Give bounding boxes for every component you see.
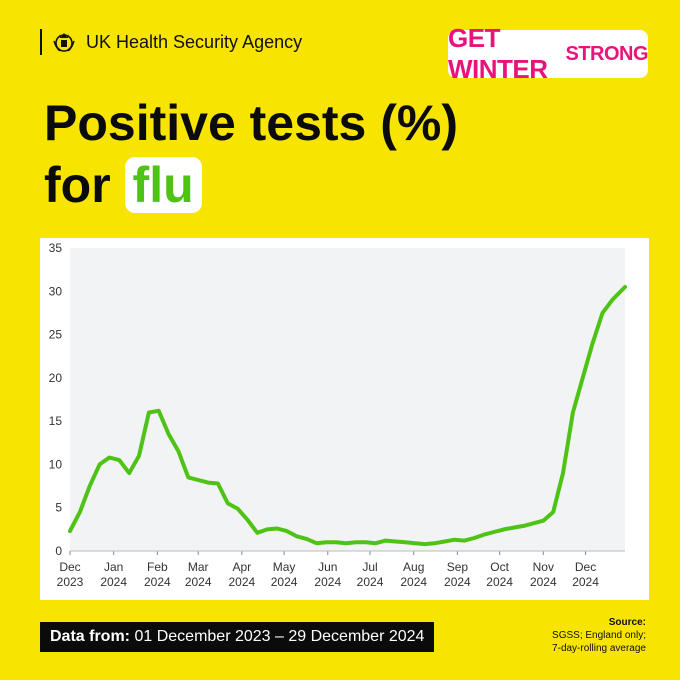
x-tick-label-month: Jun xyxy=(318,560,337,574)
campaign-main: GET WINTER xyxy=(448,23,548,84)
data-range-label: Data from: xyxy=(50,628,131,645)
title-highlight: flu xyxy=(124,157,202,213)
royal-crest-icon xyxy=(53,33,75,52)
x-tick-label-month: Feb xyxy=(147,560,168,574)
x-tick-label-month: Aug xyxy=(403,560,424,574)
plot-area xyxy=(70,248,625,551)
x-tick-label-year: 2024 xyxy=(486,575,513,589)
y-tick-label: 15 xyxy=(49,414,63,428)
y-tick-label: 0 xyxy=(55,544,62,558)
line-chart: 05101520253035Dec2023Jan2024Feb2024Mar20… xyxy=(49,241,627,589)
x-tick-label-year: 2024 xyxy=(144,575,171,589)
x-tick-label-year: 2024 xyxy=(314,575,341,589)
x-tick-label-month: Apr xyxy=(233,560,252,574)
x-tick-label-month: Dec xyxy=(59,560,80,574)
x-tick-label-month: Nov xyxy=(533,560,554,574)
x-tick-label-year: 2024 xyxy=(357,575,384,589)
x-tick-label-month: Jan xyxy=(104,560,123,574)
x-tick-label-year: 2024 xyxy=(185,575,212,589)
campaign-badge: GET WINTER STRONG xyxy=(448,23,648,84)
x-tick-label-year: 2024 xyxy=(572,575,599,589)
x-tick-label-year: 2024 xyxy=(400,575,427,589)
x-tick-label-year: 2024 xyxy=(271,575,298,589)
source-line-1: SGSS; England only; xyxy=(552,630,646,641)
source-line-2: 7-day-rolling average xyxy=(552,643,646,654)
source-note: Source: SGSS; England only; 7-day-rollin… xyxy=(446,616,646,655)
x-tick-label-year: 2024 xyxy=(229,575,256,589)
source-label: Source: xyxy=(608,617,646,628)
x-tick-label-year: 2024 xyxy=(100,575,127,589)
data-range-banner: Data from: 01 December 2023 – 29 Decembe… xyxy=(40,622,435,652)
chart-panel: 0 5 10 15 20 25 30 35 Dec 2023 Jan 2024 Feb 2024 Mar 20… xyxy=(40,238,649,600)
title-line-1: Positive tests (%) xyxy=(44,95,459,151)
x-tick-label-month: May xyxy=(273,560,296,574)
x-tick-label-year: 2023 xyxy=(57,575,84,589)
y-tick-label: 20 xyxy=(49,371,63,385)
data-range-value: 01 December 2023 – 29 December 2024 xyxy=(134,628,425,645)
agency-brand: UK Health Security Agency xyxy=(40,28,302,56)
y-tick-label: 30 xyxy=(49,284,63,298)
page-title: Positive tests (%) for flu xyxy=(44,92,458,216)
title-line-2: for flu xyxy=(44,154,458,216)
series-line-flu-positivity xyxy=(68,285,627,547)
x-tick-label-month: Jul xyxy=(362,560,377,574)
x-tick-label-year: 2024 xyxy=(444,575,471,589)
x-tick-label-month: Oct xyxy=(490,560,509,574)
campaign-small: STRONG xyxy=(565,42,648,65)
y-tick-label: 10 xyxy=(49,457,63,471)
x-tick-label-month: Dec xyxy=(575,560,596,574)
x-tick-label-month: Sep xyxy=(447,560,469,574)
y-tick-label: 35 xyxy=(49,241,63,255)
y-tick-label: 5 xyxy=(55,501,62,515)
x-tick-label-month: Mar xyxy=(188,560,209,574)
y-tick-label: 25 xyxy=(49,328,63,342)
title-prefix: for xyxy=(44,157,125,213)
brand-divider xyxy=(40,29,42,55)
x-tick-label-year: 2024 xyxy=(530,575,557,589)
agency-name: UK Health Security Agency xyxy=(86,31,303,52)
